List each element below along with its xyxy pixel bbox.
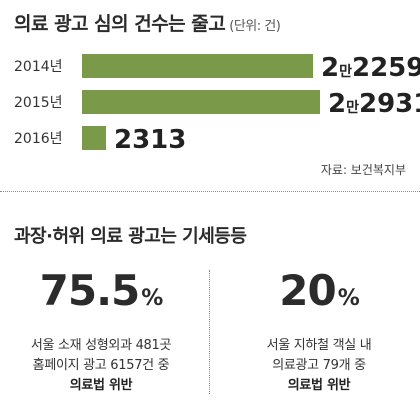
value-label: 2만2931 — [328, 89, 420, 119]
chart-title: 의료 광고 심의 건수는 줄고 (단위: 건) — [14, 9, 281, 36]
stat-divider — [209, 270, 210, 394]
stat-number: 75.5 — [39, 266, 141, 315]
section-divider — [0, 191, 420, 192]
category-label: 2015년 — [14, 95, 63, 111]
stat-highlight: 의료법 위반 — [69, 378, 133, 393]
stat-value: 20% — [218, 266, 420, 324]
stat-number: 20 — [279, 266, 336, 315]
unit-label: (단위: 건) — [229, 19, 281, 34]
stat-block-right: 20% 서울 지하철 객실 내 의료광고 79개 중 의료법 위반 — [218, 266, 420, 396]
value-label: 2만2259 — [321, 53, 420, 83]
bar — [82, 90, 320, 114]
stat-line: 홈페이지 광고 6157건 중 — [32, 358, 170, 373]
stat-unit: % — [141, 286, 163, 311]
chart-title-text: 의료 광고 심의 건수는 줄고 — [14, 13, 226, 35]
stat-line: 서울 소재 성형외과 481곳 — [30, 338, 172, 353]
category-label: 2014년 — [14, 59, 63, 75]
stat-description: 서울 지하철 객실 내 의료광고 79개 중 의료법 위반 — [218, 336, 420, 396]
bar-chart: 2014년 2만2259 2015년 2만2931 2016년 2313 — [14, 53, 420, 155]
value-label: 2313 — [114, 125, 186, 155]
stat-description: 서울 소재 성형외과 481곳 홈페이지 광고 6157건 중 의료법 위반 — [0, 336, 202, 396]
stat-unit: % — [337, 286, 360, 311]
stat-value: 75.5% — [0, 266, 202, 324]
category-label: 2016년 — [14, 131, 63, 147]
source-note: 자료: 보건복지부 — [320, 163, 406, 177]
section-title: 과장·허위 의료 광고는 기세등등 — [14, 226, 247, 247]
stat-highlight: 의료법 위반 — [287, 378, 351, 393]
stat-line: 의료광고 79개 중 — [272, 358, 366, 373]
bar — [82, 126, 107, 150]
stat-line: 서울 지하철 객실 내 — [266, 338, 372, 353]
stat-block-left: 75.5% 서울 소재 성형외과 481곳 홈페이지 광고 6157건 중 의료… — [0, 266, 202, 396]
bar — [82, 54, 314, 78]
